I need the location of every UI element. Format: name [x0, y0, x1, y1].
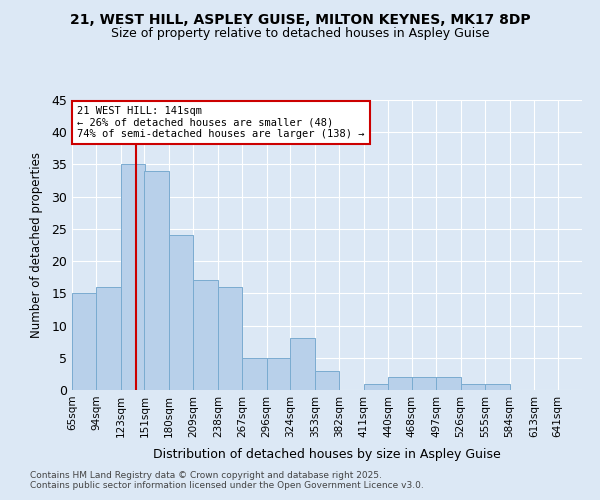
Bar [145, 171, 169, 390]
Bar [267, 358, 291, 390]
Text: Size of property relative to detached houses in Aspley Guise: Size of property relative to detached ho… [111, 28, 489, 40]
Bar [315, 370, 339, 390]
Bar [169, 236, 193, 390]
Y-axis label: Number of detached properties: Number of detached properties [30, 152, 43, 338]
Bar [364, 384, 388, 390]
Bar [461, 384, 485, 390]
Text: Contains HM Land Registry data © Crown copyright and database right 2025.
Contai: Contains HM Land Registry data © Crown c… [30, 470, 424, 490]
Text: 21 WEST HILL: 141sqm
← 26% of detached houses are smaller (48)
74% of semi-detac: 21 WEST HILL: 141sqm ← 26% of detached h… [77, 106, 365, 139]
Bar [412, 377, 436, 390]
X-axis label: Distribution of detached houses by size in Aspley Guise: Distribution of detached houses by size … [153, 448, 501, 461]
Bar [97, 287, 121, 390]
Bar [290, 338, 315, 390]
Bar [436, 377, 461, 390]
Bar [121, 164, 145, 390]
Text: 21, WEST HILL, ASPLEY GUISE, MILTON KEYNES, MK17 8DP: 21, WEST HILL, ASPLEY GUISE, MILTON KEYN… [70, 12, 530, 26]
Bar [485, 384, 509, 390]
Bar [72, 294, 97, 390]
Bar [218, 287, 242, 390]
Bar [388, 377, 413, 390]
Bar [242, 358, 267, 390]
Bar [193, 280, 218, 390]
